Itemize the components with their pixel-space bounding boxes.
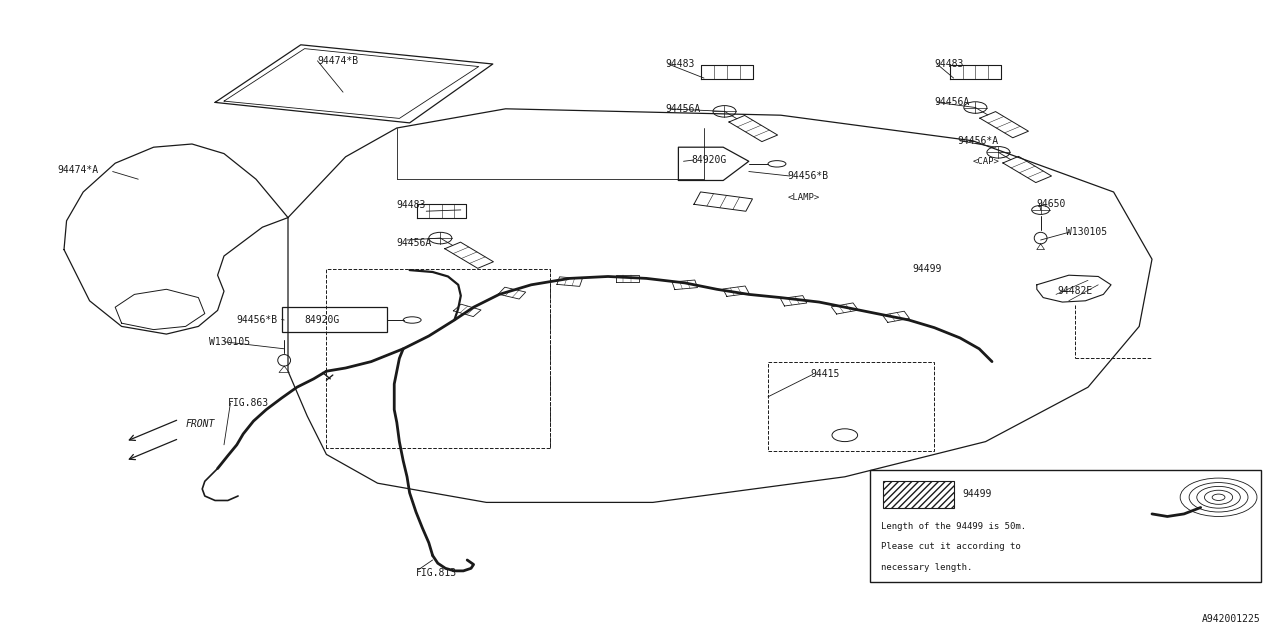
- Text: 94456A: 94456A: [934, 97, 970, 108]
- Text: 84920G: 84920G: [305, 315, 340, 325]
- Bar: [282, 307, 387, 332]
- Text: 94650: 94650: [1037, 198, 1066, 209]
- Bar: [883, 481, 954, 508]
- Text: 94415: 94415: [810, 369, 840, 380]
- Text: 94483: 94483: [397, 200, 426, 210]
- Text: 94483: 94483: [666, 59, 695, 69]
- Text: W130105: W130105: [1066, 227, 1107, 237]
- Text: Please cut it according to: Please cut it according to: [881, 542, 1020, 551]
- Text: 94499: 94499: [913, 264, 942, 274]
- Text: necessary length.: necessary length.: [881, 563, 972, 572]
- Text: 94456*B: 94456*B: [787, 171, 828, 181]
- Text: FIG.863: FIG.863: [228, 398, 269, 408]
- Text: 94474*A: 94474*A: [58, 164, 99, 175]
- Text: Length of the 94499 is 50m.: Length of the 94499 is 50m.: [881, 522, 1025, 531]
- Text: 94456*B: 94456*B: [237, 315, 278, 325]
- Text: <LAMP>: <LAMP>: [787, 193, 819, 202]
- Text: 94456*A: 94456*A: [957, 136, 998, 146]
- Text: 94482E: 94482E: [1057, 286, 1093, 296]
- Text: 94456A: 94456A: [666, 104, 701, 114]
- Text: <CAP>: <CAP>: [973, 157, 1000, 166]
- Text: 94456A: 94456A: [397, 238, 433, 248]
- Text: 94483: 94483: [934, 59, 964, 69]
- Bar: [870, 470, 1261, 582]
- Bar: [768, 362, 934, 451]
- Text: 84920G: 84920G: [691, 155, 727, 165]
- Text: A942001225: A942001225: [1202, 614, 1261, 624]
- Text: 94499: 94499: [963, 489, 992, 499]
- Text: 94474*B: 94474*B: [317, 56, 358, 66]
- Text: W130105: W130105: [209, 337, 250, 348]
- Text: FRONT: FRONT: [186, 419, 215, 429]
- Text: FIG.813: FIG.813: [416, 568, 457, 578]
